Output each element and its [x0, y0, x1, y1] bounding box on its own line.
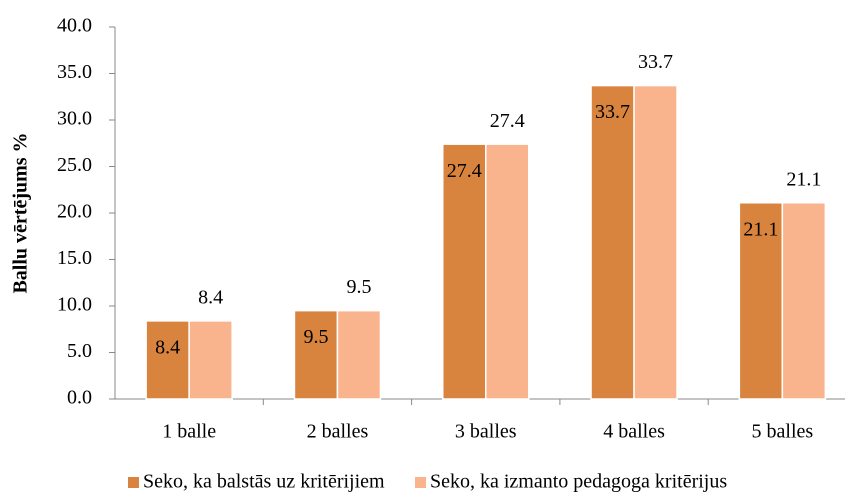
bar	[145, 320, 190, 400]
x-tick-label: 5 balles	[752, 421, 814, 443]
y-tick-label: 10.0	[57, 294, 92, 316]
data-label: 21.1	[743, 218, 778, 240]
y-tick-label: 30.0	[57, 108, 92, 130]
x-tick-label: 3 balles	[455, 421, 517, 443]
data-label: 8.4	[155, 336, 180, 358]
y-tick-label: 5.0	[67, 340, 92, 362]
y-tick-label: 0.0	[67, 387, 92, 409]
bar	[590, 84, 635, 400]
data-label: 33.7	[638, 51, 673, 73]
legend-swatch	[415, 477, 426, 488]
bar	[442, 143, 487, 400]
y-tick-label: 35.0	[57, 61, 92, 83]
x-tick-label: 2 balles	[307, 421, 369, 443]
legend-swatch	[128, 477, 139, 488]
y-tick-label: 20.0	[57, 201, 92, 223]
data-label: 9.5	[303, 326, 328, 348]
bar	[633, 84, 678, 400]
bar	[738, 202, 784, 400]
x-tick-label: 4 balles	[603, 421, 665, 443]
data-label: 27.4	[490, 110, 525, 132]
bar	[188, 320, 233, 400]
data-label: 21.1	[786, 168, 821, 190]
data-label: 33.7	[595, 101, 630, 123]
y-tick-label: 25.0	[57, 154, 92, 176]
data-label: 8.4	[198, 286, 223, 308]
data-label: 9.5	[346, 276, 371, 298]
legend-label: Seko, ka balstās uz kritērijiem	[143, 471, 385, 493]
legend-label: Seko, ka izmanto pedagoga kritērijus	[430, 471, 727, 493]
y-tick-label: 15.0	[57, 247, 92, 269]
y-tick-label: 40.0	[57, 15, 92, 37]
bar	[293, 309, 339, 400]
y-axis-label: Ballu vērtējums %	[10, 132, 32, 293]
data-label: 27.4	[447, 160, 482, 182]
bar	[781, 202, 827, 400]
x-tick-label: 1 balle	[162, 421, 216, 443]
bar	[336, 309, 382, 400]
bar	[485, 143, 530, 400]
